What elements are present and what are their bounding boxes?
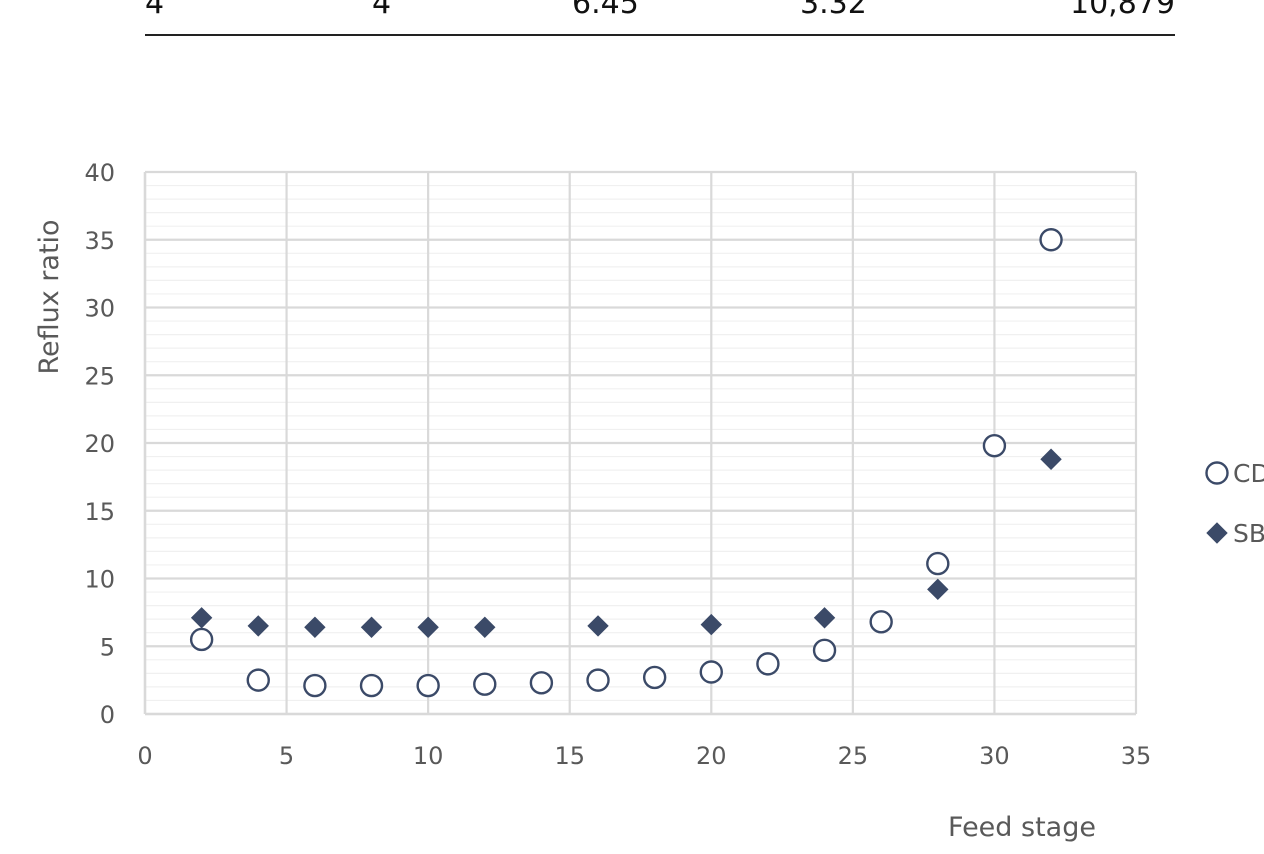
y-tick-label: 0 (100, 701, 115, 729)
data-point-cd (1039, 228, 1063, 252)
x-axis-title: Feed stage (948, 812, 1096, 843)
y-axis-title: Reflux ratio (34, 219, 65, 374)
x-tick-label: 25 (838, 742, 869, 770)
table-row: 4 4 6.45 3.32 10,879 (0, 0, 1264, 40)
data-point-cd (303, 673, 327, 698)
data-point-sb (190, 607, 213, 629)
table-cell: 4 (372, 0, 392, 21)
data-point-cd (246, 668, 270, 692)
x-tick-label: 15 (554, 742, 585, 770)
y-tick-label: 20 (84, 430, 115, 458)
data-point-cd (982, 434, 1007, 458)
x-tick-label: 0 (137, 742, 152, 770)
x-tick-label: 30 (979, 742, 1010, 770)
y-tick-label: 10 (84, 566, 115, 594)
x-tick-label: 35 (1121, 742, 1152, 770)
data-point-sb (247, 615, 269, 637)
axes (143, 172, 1136, 716)
legend-label-sb: SB (1233, 519, 1264, 548)
data-point-cd (416, 673, 440, 698)
data-point-sb (1040, 448, 1062, 470)
x-tick-label: 5 (279, 742, 294, 770)
x-tick-label: 10 (413, 742, 444, 770)
table-cell: 3.32 (800, 0, 867, 21)
data-point-sb (813, 607, 836, 629)
data-point-sb (360, 616, 383, 638)
y-tick-label: 40 (84, 159, 115, 187)
data-point-cd (586, 668, 610, 692)
data-point-cd (756, 652, 780, 676)
data-point-cd (529, 671, 554, 695)
x-tick-label: 20 (696, 742, 727, 770)
minor-gridlines (145, 184, 1136, 702)
legend-marker-sb (1206, 522, 1228, 544)
data-point-cd (642, 665, 667, 690)
table-cell: 6.45 (572, 0, 639, 21)
data-point-sb (587, 615, 609, 637)
y-tick-labels: 0 5 10 15 20 25 30 35 40 (84, 159, 115, 729)
x-tick-labels: 0 5 10 15 20 25 30 35 (137, 742, 1151, 770)
data-point-cd (926, 551, 950, 576)
data-point-sb (417, 616, 439, 638)
data-point-cd (359, 673, 384, 698)
data-point-cd (473, 672, 497, 696)
data-point-cd (189, 627, 214, 652)
table-cell: 10,879 (1070, 0, 1175, 21)
data-point-sb (927, 578, 949, 601)
data-point-cd (699, 660, 723, 684)
y-tick-label: 35 (84, 227, 115, 255)
data-point-cd (869, 610, 893, 634)
table-bottom-rule (145, 34, 1175, 36)
data-point-sb (474, 616, 496, 638)
legend-label-cd: CD (1233, 459, 1264, 488)
legend: CD SB (1205, 459, 1264, 548)
data-point-sb (304, 616, 326, 638)
data-points (189, 228, 1063, 698)
y-tick-label: 5 (100, 633, 115, 661)
y-tick-label: 15 (84, 498, 115, 526)
legend-marker-cd (1205, 461, 1229, 485)
data-point-cd (812, 638, 837, 663)
table-cell: 4 (145, 0, 165, 21)
data-point-sb (700, 613, 722, 636)
y-tick-label: 30 (84, 295, 115, 323)
y-tick-label: 25 (84, 362, 115, 390)
